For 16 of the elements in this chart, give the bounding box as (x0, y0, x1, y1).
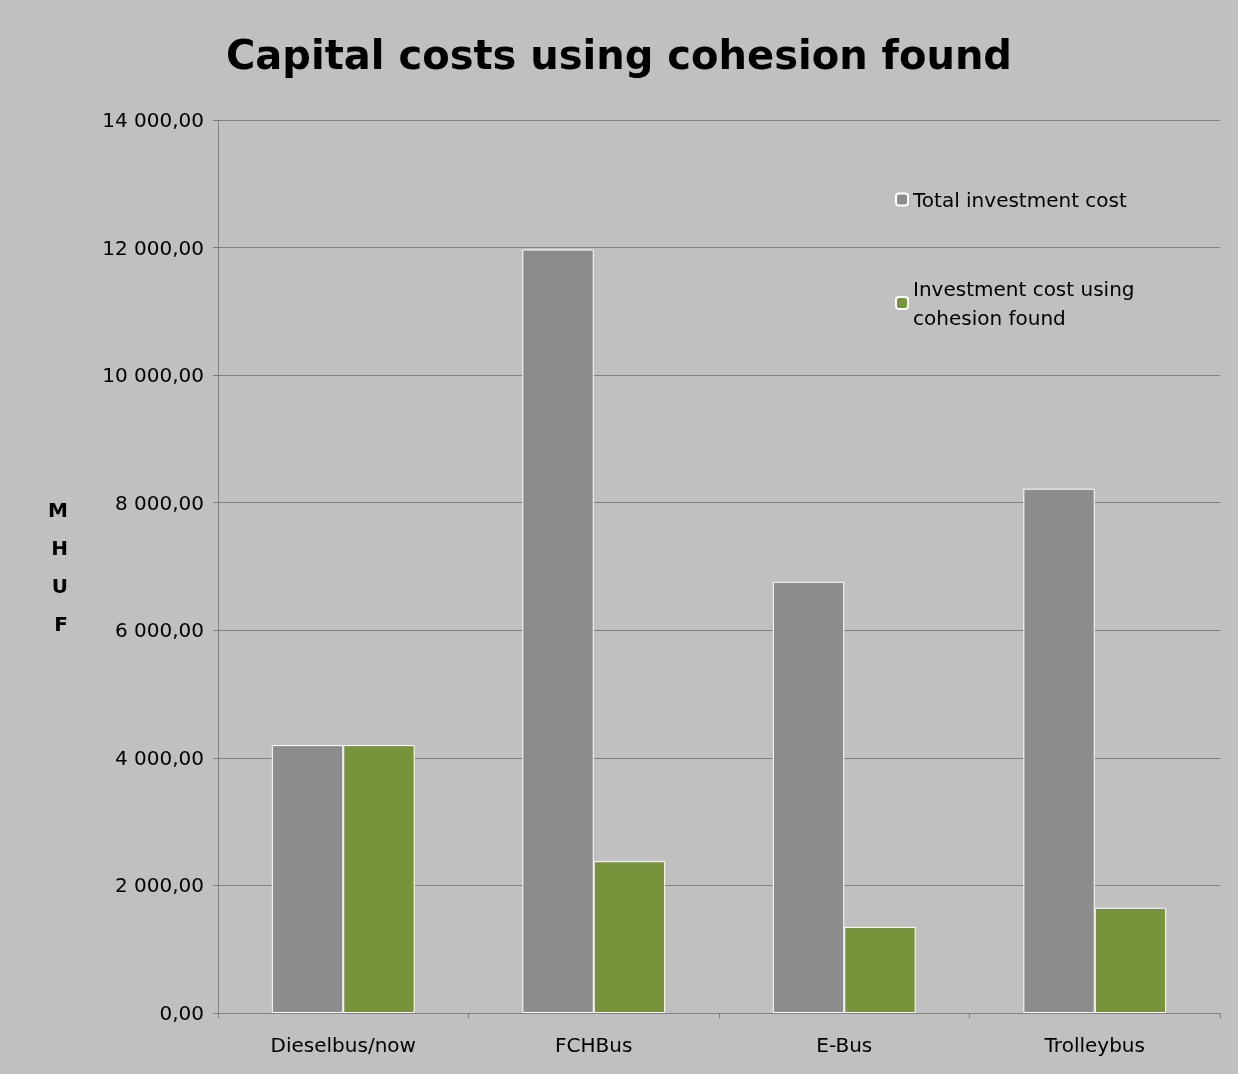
chart-title: Capital costs using cohesion found (226, 32, 1012, 78)
y-tick-label: 4 000,00 (114, 745, 204, 770)
y-tick-label: 6 000,00 (114, 618, 204, 643)
legend-label: Investment cost using cohesion found (913, 276, 1141, 330)
legend-label: Total investment cost (912, 187, 1128, 212)
y-tick-label: 10 000,00 (102, 363, 204, 388)
y-tick-label: 2 000,00 (114, 873, 204, 898)
x-tick-label: E-Bus (816, 1033, 873, 1057)
x-tick-label: FCHBus (555, 1033, 633, 1057)
x-tick-label: Trolleybus (1043, 1033, 1145, 1057)
y-tick-label: 0,00 (159, 1001, 204, 1025)
y-tick-label: 8 000,00 (114, 490, 204, 515)
y-tick-label: 12 000,00 (102, 235, 204, 260)
y-axis-title: MHUF (48, 497, 68, 636)
y-tick-label: 14 000,00 (102, 108, 204, 132)
x-tick-label: Dieselbus/now (270, 1033, 416, 1057)
